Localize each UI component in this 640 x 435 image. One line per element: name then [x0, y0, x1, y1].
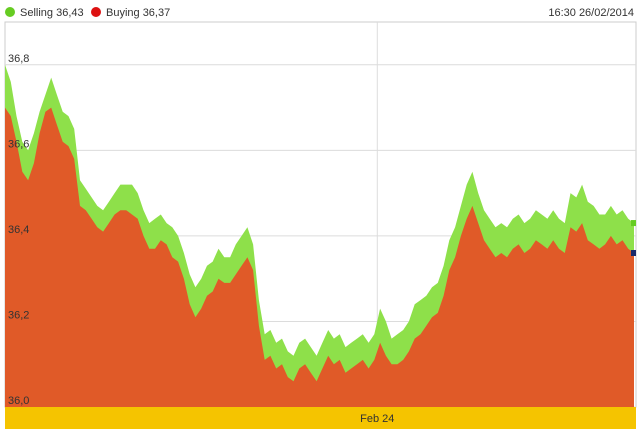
selling-last-marker	[631, 220, 636, 227]
x-axis-ticks: Feb 24	[360, 413, 394, 425]
series-areas	[5, 64, 636, 408]
y-tick-label: 36,2	[8, 309, 29, 321]
y-tick-label: 36,6	[8, 138, 29, 150]
y-tick-label: 36,4	[8, 224, 29, 236]
buying-area	[5, 107, 634, 407]
x-tick-label: Feb 24	[360, 413, 394, 425]
legend: Selling 36,43 Buying 36,37 16:30 26/02/2…	[5, 7, 634, 19]
y-tick-label: 36,8	[8, 53, 29, 65]
x-axis-bar	[5, 407, 636, 429]
selling-legend-marker	[5, 7, 15, 17]
y-tick-label: 36,0	[8, 395, 29, 407]
selling-legend-label: Selling 36,43	[20, 7, 84, 19]
buying-last-marker	[631, 250, 636, 256]
buying-legend-label: Buying 36,37	[106, 7, 170, 19]
y-axis-ticks: 36,0 36,2 36,4 36,6 36,8	[8, 53, 29, 407]
timestamp: 16:30 26/02/2014	[548, 7, 634, 19]
buying-legend-marker	[91, 7, 101, 17]
